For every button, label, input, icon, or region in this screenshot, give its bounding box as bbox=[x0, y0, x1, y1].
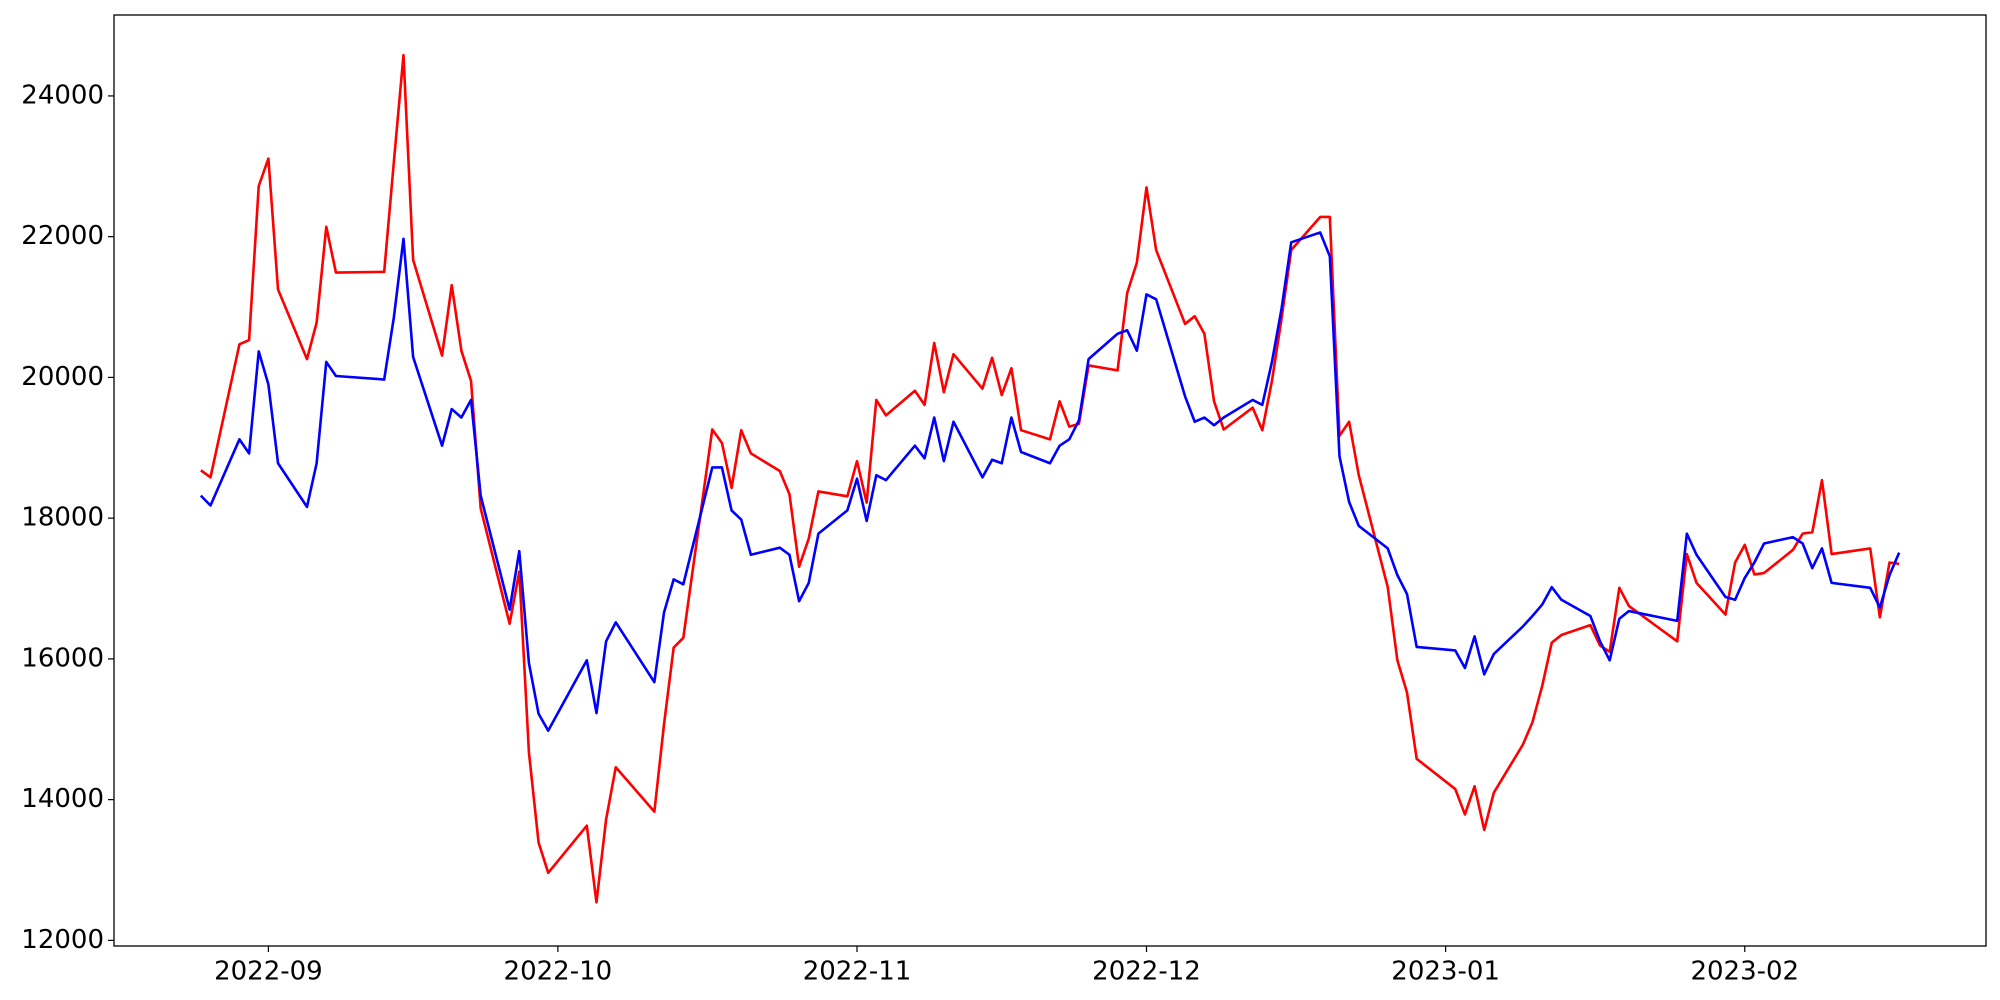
x-tick-label: 2022-09 bbox=[214, 957, 323, 987]
x-tick-label: 2022-11 bbox=[803, 957, 912, 987]
y-tick-label: 24000 bbox=[21, 80, 104, 110]
plot-frame bbox=[113, 14, 1987, 947]
y-tick-label: 22000 bbox=[21, 221, 104, 251]
x-tick-label: 2023-01 bbox=[1391, 957, 1500, 987]
y-tick-label: 12000 bbox=[21, 925, 104, 955]
series-line bbox=[199, 231, 1901, 732]
y-tick-label: 20000 bbox=[21, 362, 104, 392]
x-tick-label: 2022-10 bbox=[504, 957, 613, 987]
y-tick-label: 18000 bbox=[21, 503, 104, 533]
y-tick-label: 16000 bbox=[21, 643, 104, 673]
x-tick-label: 2022-12 bbox=[1092, 957, 1201, 987]
y-tick-label: 14000 bbox=[21, 784, 104, 814]
series-line bbox=[200, 53, 1900, 904]
x-tick-label: 2023-02 bbox=[1690, 957, 1799, 987]
